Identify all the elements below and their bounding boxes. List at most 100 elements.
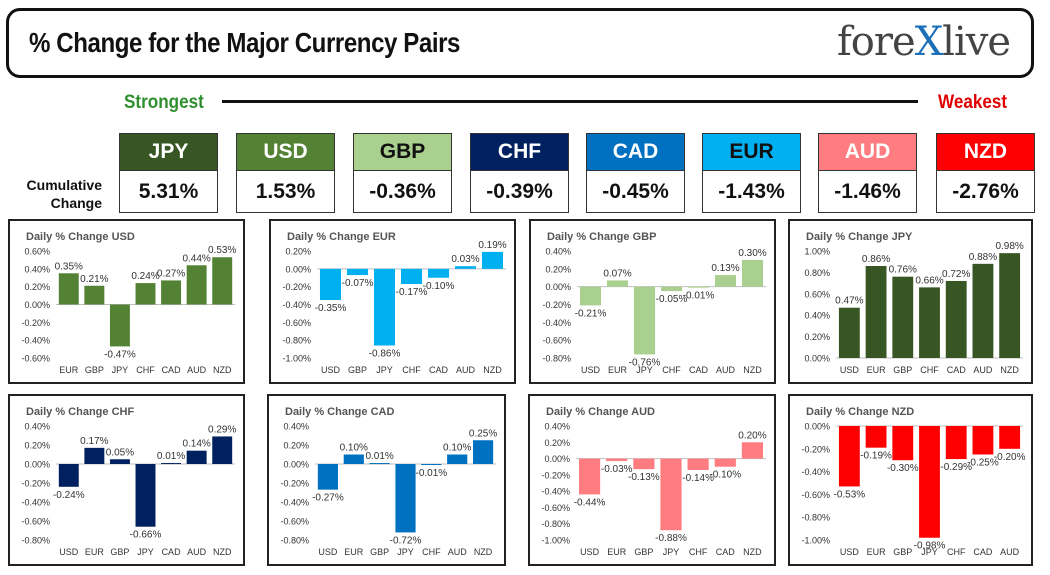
x-category-label: NZD bbox=[213, 365, 232, 375]
x-category-label: AUD bbox=[716, 365, 736, 375]
bar-cad bbox=[714, 458, 736, 467]
chart-cad-panel: Daily % Change CAD 0.40% 0.20% 0.00% -0.20% -… bbox=[267, 394, 506, 566]
tile-currency-code: GBP bbox=[353, 133, 452, 171]
y-tick-label: 0.00% bbox=[283, 460, 309, 470]
bar-aud bbox=[972, 263, 994, 358]
data-label: 0.01% bbox=[365, 451, 393, 462]
data-label: 0.25% bbox=[469, 428, 497, 439]
x-category-label: USD bbox=[321, 365, 341, 375]
data-label: 0.10% bbox=[340, 443, 368, 454]
data-label: -0.03% bbox=[601, 464, 633, 475]
data-label: 0.72% bbox=[942, 269, 970, 280]
y-tick-label: 0.20% bbox=[544, 438, 570, 448]
x-category-label: EUR bbox=[85, 547, 105, 557]
data-label: 0.86% bbox=[862, 254, 890, 265]
tile-gbp: GBP -0.36% bbox=[353, 133, 452, 213]
bar-gbp bbox=[892, 276, 914, 358]
bar-nzd bbox=[212, 257, 233, 305]
bar-nzd bbox=[741, 259, 764, 287]
chart-gbp: Daily % Change GBP0.40%0.20%0.00%-0.20%-… bbox=[542, 231, 766, 375]
x-category-label: CAD bbox=[716, 547, 736, 557]
bar-chf bbox=[945, 426, 967, 460]
x-category-label: GBP bbox=[348, 365, 367, 375]
y-tick-label: 0.20% bbox=[283, 441, 309, 451]
chart-eur: Daily % Change EUR 0.20% 0.00% -0.20% -0.40%… bbox=[282, 231, 506, 375]
bar-aud bbox=[186, 265, 207, 305]
y-tick-label: -0.60% bbox=[541, 503, 570, 513]
x-category-label: EUR bbox=[608, 365, 628, 375]
bar-cad bbox=[427, 268, 450, 278]
bar-gbp bbox=[369, 463, 390, 465]
bar-jpy bbox=[135, 464, 156, 527]
data-label: 0.03% bbox=[451, 254, 479, 265]
data-label: -0.01% bbox=[416, 468, 448, 479]
tile-jpy: JPY 5.31% bbox=[119, 133, 218, 213]
y-tick-label: 0.00% bbox=[24, 300, 50, 310]
x-category-label: CHF bbox=[402, 365, 421, 375]
y-tick-label: -0.60% bbox=[801, 490, 830, 500]
chart-title: Daily % Change EUR bbox=[287, 231, 396, 243]
bar-gbp bbox=[84, 285, 105, 305]
cumulative-change-label: Cumulative Change bbox=[24, 176, 102, 212]
tile-cumulative-value: -0.45% bbox=[586, 171, 685, 213]
data-label: 0.30% bbox=[738, 248, 766, 259]
data-label: 0.01% bbox=[157, 451, 185, 462]
chart-title: Daily % Change NZD bbox=[806, 406, 914, 418]
chart-chf-panel: Daily % Change CHF 0.40% 0.20% 0.00% -0.20% -… bbox=[8, 394, 245, 566]
x-category-label: GBP bbox=[85, 365, 104, 375]
data-label: -0.27% bbox=[312, 493, 344, 504]
x-category-label: AUD bbox=[187, 365, 207, 375]
x-category-label: EUR bbox=[867, 365, 887, 375]
bar-jpy bbox=[919, 426, 940, 538]
y-tick-label: -1.00% bbox=[801, 536, 830, 546]
data-label: 0.53% bbox=[208, 245, 236, 256]
data-label: -0.66% bbox=[130, 530, 162, 541]
data-label: -0.88% bbox=[655, 533, 687, 544]
tile-cumulative-value: -1.43% bbox=[702, 171, 801, 213]
chart-title: Daily % Change GBP bbox=[547, 231, 656, 243]
strongest-label: Strongest bbox=[124, 92, 204, 113]
x-category-label: GBP bbox=[893, 365, 912, 375]
x-category-label: CAD bbox=[689, 365, 709, 375]
bar-cad bbox=[945, 280, 967, 358]
bar-chf bbox=[421, 464, 442, 465]
logo-x-mark: X bbox=[914, 19, 944, 65]
data-label: -0.13% bbox=[628, 472, 660, 483]
bar-usd bbox=[838, 307, 860, 358]
y-tick-label: 0.40% bbox=[283, 422, 309, 432]
bar-eur bbox=[606, 458, 628, 462]
data-label: 0.07% bbox=[603, 268, 631, 279]
y-tick-label: 0.20% bbox=[285, 247, 311, 257]
tile-usd: USD 1.53% bbox=[236, 133, 335, 213]
bar-eur bbox=[343, 454, 364, 464]
y-tick-label: -0.80% bbox=[280, 536, 309, 546]
x-category-label: CHF bbox=[136, 365, 155, 375]
x-category-label: GBP bbox=[110, 547, 129, 557]
bar-chf bbox=[135, 283, 156, 305]
bar-cad bbox=[972, 426, 994, 455]
x-category-label: USD bbox=[581, 365, 601, 375]
bar-aud bbox=[714, 275, 737, 287]
chart-title: Daily % Change USD bbox=[26, 231, 135, 243]
data-label: -0.29% bbox=[940, 462, 972, 473]
x-category-label: USD bbox=[580, 547, 600, 557]
data-label: 0.05% bbox=[106, 447, 134, 458]
logo-text-pre: fore bbox=[837, 19, 916, 65]
data-label: 0.29% bbox=[208, 424, 236, 435]
bar-gbp bbox=[109, 459, 130, 464]
data-label: -0.07% bbox=[342, 278, 374, 289]
bar-usd bbox=[319, 268, 342, 301]
y-tick-label: 0.20% bbox=[24, 282, 50, 292]
y-tick-label: 0.00% bbox=[24, 460, 50, 470]
data-label: -0.19% bbox=[860, 451, 892, 462]
y-tick-label: 0.40% bbox=[544, 422, 570, 432]
y-tick-label: -0.60% bbox=[282, 318, 311, 328]
y-tick-label: -0.80% bbox=[801, 513, 830, 523]
data-label: -0.20% bbox=[994, 452, 1026, 463]
bar-gbp bbox=[892, 426, 914, 461]
x-category-label: NZD bbox=[483, 365, 502, 375]
tile-currency-code: AUD bbox=[818, 133, 917, 171]
y-tick-label: -0.20% bbox=[541, 470, 570, 480]
tile-cumulative-value: -0.39% bbox=[470, 171, 569, 213]
data-label: 0.17% bbox=[80, 436, 108, 447]
